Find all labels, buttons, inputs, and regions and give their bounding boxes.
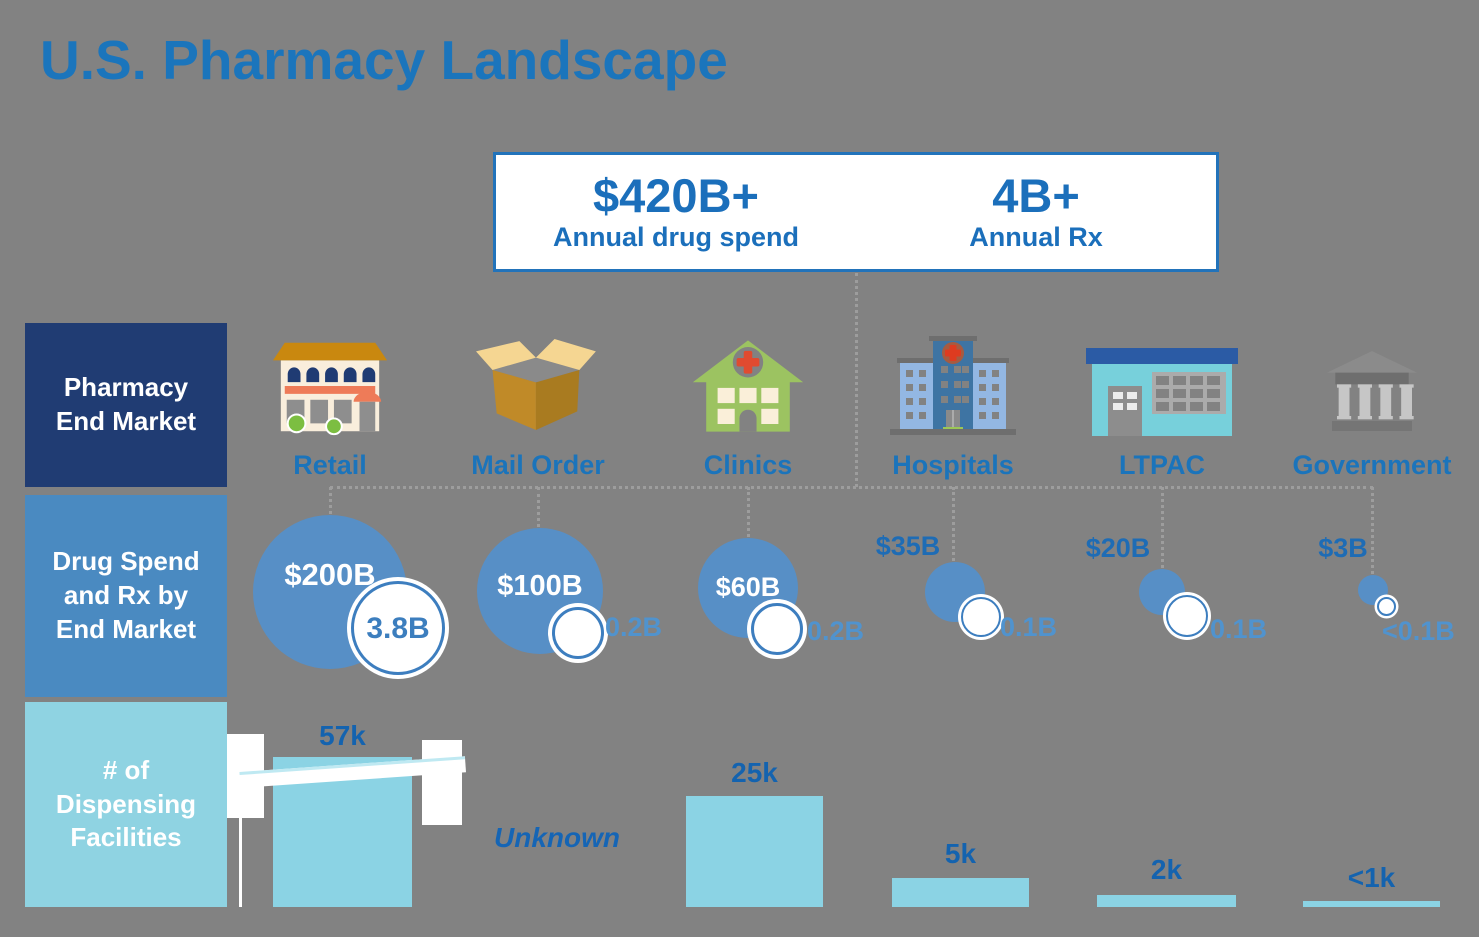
- drug-spend-label-mail-order: $100B: [497, 570, 583, 602]
- column-label-mail-order: Mail Order: [471, 450, 605, 480]
- rx-label-mail-order: 0.2B: [605, 612, 663, 642]
- open-box-icon: [476, 330, 600, 440]
- row-header-drug-spend-text: Drug Spend and Rx by End Market: [52, 546, 200, 644]
- connector-drop-hospitals: [952, 487, 955, 561]
- axis-break-patch-right: [422, 740, 462, 825]
- annual-drug-spend-label: Annual drug spend: [553, 222, 799, 253]
- connector-branch: [330, 486, 1373, 489]
- rx-bubble-ltpac: [1166, 595, 1208, 637]
- rx-bubble-retail: [351, 581, 445, 675]
- annual-rx-label: Annual Rx: [969, 222, 1103, 253]
- column-label-retail: Retail: [293, 450, 367, 480]
- facilities-label-ltpac: 2k: [1150, 854, 1183, 885]
- row-header-end-market-text: Pharmacy End Market: [55, 372, 197, 436]
- connector-drop-clinics: [747, 487, 750, 537]
- hospital-icon: [888, 328, 1018, 438]
- page-title: U.S. Pharmacy Landscape: [40, 29, 728, 91]
- rx-bubble-government: [1377, 597, 1396, 616]
- column-label-government: Government: [1292, 450, 1452, 480]
- annual-rx-stat: 4B+ Annual Rx: [856, 168, 1216, 253]
- drug-spend-label-clinics: $60B: [715, 572, 781, 602]
- row-header-drug-spend: Drug Spend and Rx by End Market: [25, 495, 227, 697]
- rx-label-ltpac: 0.1B: [1210, 614, 1268, 644]
- annual-rx-value: 4B+: [992, 168, 1080, 222]
- rx-bubble-clinics: [751, 603, 803, 655]
- facilities-label-retail: 57k: [319, 720, 366, 751]
- storefront-icon: [271, 335, 389, 437]
- connector-stem: [855, 273, 858, 487]
- rx-bubble-hospitals: [961, 597, 1001, 637]
- annual-drug-spend-stat: $420B+ Annual drug spend: [496, 168, 856, 253]
- connector-drop-retail: [329, 487, 332, 514]
- row-header-end-market: Pharmacy End Market: [25, 323, 227, 487]
- ltpac-building-icon: [1084, 346, 1240, 438]
- connector-drop-ltpac: [1161, 487, 1164, 568]
- row-header-facilities: # of Dispensing Facilities: [25, 702, 227, 907]
- rx-label-hospitals: 0.1B: [1000, 612, 1058, 642]
- totals-stats-box: $420B+ Annual drug spend 4B+ Annual Rx: [493, 152, 1219, 272]
- facilities-bar-government: [1303, 901, 1440, 907]
- rx-bubble-mail-order: [552, 607, 604, 659]
- column-label-clinics: Clinics: [703, 450, 793, 480]
- drug-spend-label-retail: $200B: [284, 557, 376, 592]
- rx-label-clinics: 0.2B: [807, 616, 865, 646]
- facilities-bar-ltpac: [1097, 895, 1236, 907]
- clinic-icon: [691, 334, 805, 438]
- rx-label-retail: 3.8B: [366, 612, 430, 645]
- facilities-label-hospitals: 5k: [944, 838, 977, 869]
- government-icon: [1322, 346, 1422, 436]
- facilities-label-government: <1k: [1347, 862, 1396, 893]
- connector-drop-government: [1371, 487, 1374, 574]
- axis-break-stem: [239, 818, 242, 907]
- drug-spend-label-hospitals: $35B: [875, 531, 941, 561]
- annual-drug-spend-value: $420B+: [593, 168, 759, 222]
- row-header-facilities-text: # of Dispensing Facilities: [55, 754, 197, 853]
- rx-label-government: <0.1B: [1382, 616, 1455, 646]
- facilities-bar-hospitals: [892, 878, 1029, 907]
- connector-drop-mail-order: [537, 487, 540, 527]
- facilities-label-mail-order: Unknown: [494, 822, 620, 853]
- column-label-hospitals: Hospitals: [892, 450, 1014, 480]
- drug-spend-label-government: $3B: [1318, 533, 1368, 563]
- facilities-label-clinics: 25k: [731, 757, 778, 788]
- drug-spend-label-ltpac: $20B: [1085, 533, 1151, 563]
- column-label-ltpac: LTPAC: [1119, 450, 1205, 480]
- facilities-bar-clinics: [686, 796, 823, 907]
